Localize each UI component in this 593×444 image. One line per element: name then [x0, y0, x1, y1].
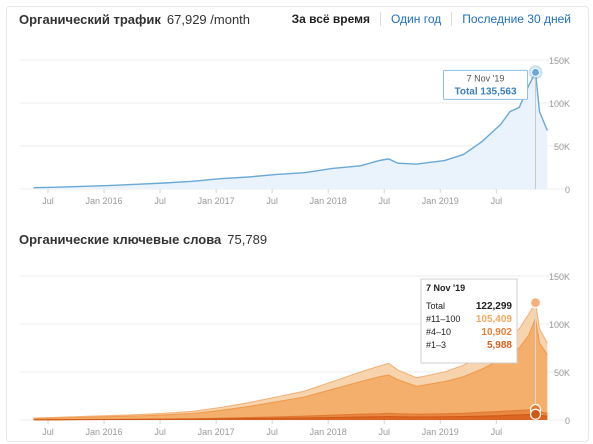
keywords-chart: 0 50K 100K 150K Jul Jan 2016 Jul Jan 2017 Jul Jan…	[20, 272, 570, 437]
traffic-tooltip-box	[443, 69, 529, 100]
keywords-tooltip-value: 122,299	[476, 301, 513, 312]
keywords-area-2	[33, 318, 548, 420]
traffic-y-tick-label: 0	[565, 185, 570, 195]
keywords-y-tick-label: 100K	[549, 320, 570, 330]
keywords-tooltip-box	[420, 278, 518, 364]
keywords-tooltip-label: Total	[426, 301, 445, 311]
tab-divider	[451, 12, 453, 26]
keywords-area-4	[33, 414, 548, 420]
traffic-x-tick-label: Jul	[42, 196, 54, 206]
traffic-y-tick-label: 150K	[549, 56, 570, 66]
keywords-hover-point	[529, 296, 542, 309]
keywords-tooltip-label: #4–10	[426, 327, 451, 337]
keywords-y-tick-label: 150K	[549, 272, 570, 282]
keywords-x-tick-label: Jan 2017	[198, 427, 235, 437]
keywords-x-tick-label: Jan 2016	[86, 427, 123, 437]
tab-last-30-days[interactable]: Последние 30 дней	[462, 12, 571, 26]
keywords-tooltip-value: 10,902	[481, 327, 512, 338]
traffic-x-tick-label: Jul	[378, 196, 390, 206]
keywords-tooltip-value: 5,988	[487, 340, 512, 351]
traffic-y-tick-label: 100K	[549, 99, 570, 109]
keywords-title: Органические ключевые слова	[19, 232, 222, 247]
keywords-x-tick-label: Jul	[378, 427, 390, 437]
keywords-tooltip-label: #11–100	[426, 314, 460, 324]
traffic-x-tick-label: Jan 2016	[86, 196, 123, 206]
keywords-tooltip-label: #1–3	[426, 340, 446, 350]
traffic-tooltip-date: 7 Nov '19	[467, 73, 505, 83]
traffic-area	[33, 72, 548, 189]
traffic-chart: 0 50K 100K 150K Jul Jan 2016 Jul Jan 2017 Jul Jan…	[20, 56, 570, 206]
traffic-value: 67,929	[166, 12, 207, 27]
traffic-line	[33, 69, 548, 189]
range-tabs: За всё время Один год Последние 30 дней	[292, 12, 571, 26]
keywords-hover-point	[529, 408, 542, 420]
traffic-y-tick-label: 50K	[554, 142, 570, 152]
keywords-x-tick-label: Jan 2018	[310, 427, 347, 437]
traffic-x-tick-label: Jan 2017	[198, 196, 235, 206]
traffic-x-tick-label: Jan 2019	[422, 196, 459, 206]
keywords-y-tick-label: 0	[565, 416, 570, 426]
traffic-x-tick-label: Jan 2018	[310, 196, 347, 206]
traffic-hover-point	[531, 67, 541, 77]
tab-divider	[379, 12, 381, 26]
tab-one-year[interactable]: Один год	[390, 12, 442, 26]
keywords-tooltip-date: 7 Nov '19	[426, 283, 465, 293]
keywords-x-tick-label: Jul	[42, 427, 54, 437]
traffic-x-tick-label: Jul	[154, 196, 166, 206]
keywords-x-tick-label: Jul	[266, 427, 278, 437]
traffic-x-tick-label: Jul	[491, 196, 503, 206]
keywords-line-4	[33, 413, 548, 421]
keywords-x-tick-label: Jul	[491, 427, 503, 437]
keywords-y-tick-label: 50K	[554, 368, 570, 378]
keywords-value: 75,789	[227, 232, 268, 247]
keywords-tooltip-value: 105,409	[476, 314, 513, 325]
tab-all-time[interactable]: За всё время	[291, 12, 370, 26]
keywords-x-tick-label: Jan 2019	[422, 427, 459, 437]
traffic-tooltip-value: Total 135,563	[454, 86, 517, 97]
traffic-unit: /month	[210, 12, 251, 27]
traffic-title: Органический трафик	[19, 12, 161, 27]
traffic-x-tick-label: Jul	[266, 196, 278, 206]
keywords-x-tick-label: Jul	[154, 427, 166, 437]
traffic-title-block: Органический трафик 67,929 /month	[19, 12, 250, 27]
keywords-title-block: Органические ключевые слова 75,789	[19, 232, 267, 247]
